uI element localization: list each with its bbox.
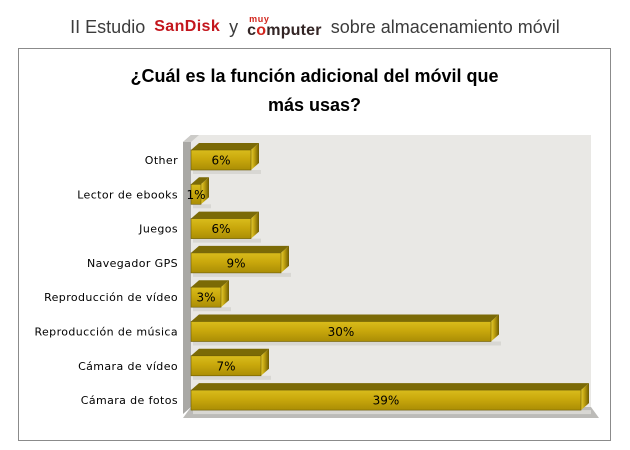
bar-value-label: 7%: [216, 359, 235, 373]
computer-letter: c: [247, 22, 257, 39]
chart-title-line2: más usas?: [267, 95, 362, 115]
category-label: Lector de ebooks: [77, 188, 178, 201]
category-label: Navegador GPS: [87, 257, 178, 270]
bar-value-label: 30%: [328, 325, 355, 339]
chart-title: ¿Cuál es la función adicional del móvil …: [19, 62, 610, 120]
bar-shadow: [193, 307, 231, 312]
header-conjunction: y: [229, 16, 239, 37]
axis-wall: [183, 135, 191, 414]
bar-value-label: 9%: [226, 256, 245, 270]
sandisk-logo: SanDisk: [154, 18, 221, 35]
bar-shadow: [193, 272, 291, 277]
bar-value-label: 6%: [211, 222, 230, 236]
bar-shadow: [193, 170, 261, 174]
bar-end-face: [281, 245, 289, 273]
bar-value-label: 6%: [211, 154, 230, 168]
bar: [190, 149, 252, 171]
category-label: Reproducción de vídeo: [44, 291, 178, 304]
bar-end-face: [261, 348, 269, 376]
bar-end-face: [491, 314, 499, 342]
computer-letters: mputer: [266, 22, 322, 39]
chart-title-line1: ¿Cuál es la función adicional del móvil …: [130, 66, 499, 86]
bar-end-face: [251, 143, 259, 170]
chart-panel: ¿Cuál es la función adicional del móvil …: [18, 48, 611, 441]
bar-shadow: [193, 375, 271, 380]
bar-shadow: [193, 341, 501, 346]
category-label: Cámara de vídeo: [78, 360, 178, 373]
bar-top-face: [191, 314, 499, 322]
bar-chart-svg: 6% Other 1% Lector de ebooks 6% Juegos 9% Naveg…: [34, 135, 599, 418]
bar-top-face: [191, 383, 589, 391]
red-o-icon: o: [256, 22, 267, 39]
header-text-prefix: II Estudio: [70, 16, 146, 37]
muycomputer-logo: muy computer: [247, 15, 322, 39]
muy-label: muy: [249, 14, 270, 24]
bar-end-face: [581, 383, 589, 411]
bar: [190, 389, 582, 411]
category-label: Reproducción de música: [34, 326, 178, 339]
bar-shadow: [193, 410, 591, 415]
bar: [190, 286, 222, 308]
report-header: II Estudio SanDisk y muy computer sobre …: [0, 8, 630, 46]
computer-label: computer: [247, 23, 322, 39]
bar-top-face: [191, 245, 289, 253]
bar-value-label: 39%: [373, 394, 400, 408]
bar-shadow: [193, 238, 261, 243]
category-label: Cámara de fotos: [81, 394, 178, 407]
bar-end-face: [221, 280, 229, 308]
axis-wall-top: [183, 135, 199, 142]
bar-top-face: [191, 143, 259, 150]
category-label: Other: [145, 154, 178, 167]
bar-shadow: [193, 204, 211, 209]
header-text-suffix: sobre almacenamiento móvil: [330, 16, 560, 37]
bar: [190, 183, 202, 205]
category-label: Juegos: [138, 223, 178, 236]
bar: [190, 218, 252, 239]
bar-end-face: [201, 177, 209, 205]
bar-chart: 6% Other 1% Lector de ebooks 6% Juegos 9% Naveg…: [19, 133, 610, 440]
bar-end-face: [251, 211, 259, 239]
bar-value-label: 3%: [196, 291, 215, 305]
bar: [190, 321, 492, 342]
bar-top-face: [191, 348, 269, 356]
bar-value-label: 1%: [186, 188, 205, 202]
bar: [190, 355, 262, 377]
bar-top-face: [191, 211, 259, 219]
bar-top-face: [191, 177, 209, 185]
bar: [190, 252, 282, 274]
bar-top-face: [191, 280, 229, 288]
